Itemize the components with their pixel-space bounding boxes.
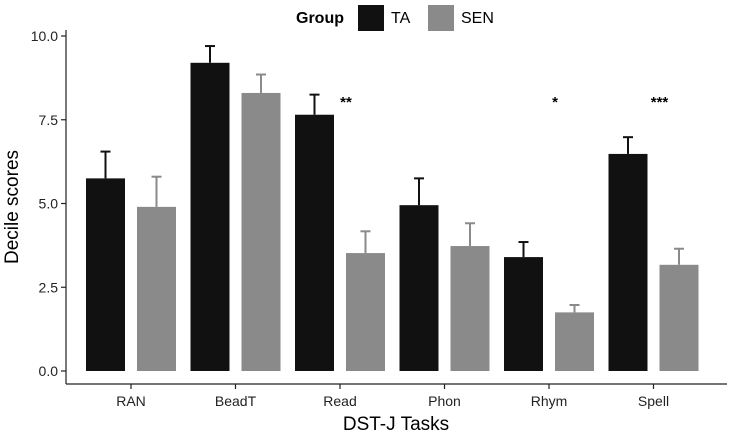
bar-sen-spell	[659, 264, 699, 371]
x-tick-label-ran: RAN	[116, 393, 146, 409]
plot-area: ** * ***	[86, 45, 699, 372]
x-tick-label-spell: Spell	[638, 393, 669, 409]
bar-sen-ran	[137, 206, 176, 371]
significance-label-spell: ***	[651, 94, 669, 111]
y-tick-label-0: 0.0	[39, 363, 59, 379]
significance-label-read: **	[340, 94, 352, 111]
bar-ta-rhym	[504, 257, 543, 371]
x-tick-label-read: Read	[323, 393, 356, 409]
legend-swatch-sen	[428, 5, 454, 31]
y-tick-label-3: 7.5	[39, 112, 59, 128]
bar-sen-rhym	[555, 312, 594, 371]
legend-label-ta: TA	[391, 10, 411, 27]
y-tick-label-4: 10.0	[31, 28, 58, 44]
bar-sen-read	[346, 253, 385, 371]
x-axis-ticks: RAN BeadT Read Phon Rhym Spell	[116, 384, 669, 409]
legend-title: Group	[296, 10, 344, 27]
x-tick-label-beadt: BeadT	[215, 393, 257, 409]
y-tick-label-1: 2.5	[39, 279, 59, 295]
y-axis-ticks: 0.0 2.5 5.0 7.5 10.0	[31, 28, 66, 379]
legend: Group TA SEN	[296, 5, 494, 31]
bar-ta-ran	[86, 178, 125, 371]
y-axis-title: Decile scores	[2, 150, 23, 264]
y-tick-label-2: 5.0	[39, 196, 59, 212]
legend-label-sen: SEN	[461, 10, 494, 27]
bar-ta-beadt	[190, 62, 230, 372]
bar-ta-read	[295, 114, 334, 371]
x-tick-label-phon: Phon	[428, 393, 461, 409]
legend-swatch-ta	[358, 5, 384, 31]
x-axis-title: DST-J Tasks	[343, 414, 449, 435]
bar-ta-phon	[399, 205, 439, 371]
bar-sen-phon	[450, 246, 490, 371]
bar-ta-spell	[608, 153, 648, 371]
x-tick-label-rhym: Rhym	[531, 393, 568, 409]
significance-label-rhym: *	[552, 94, 558, 111]
bar-sen-beadt	[241, 92, 281, 371]
